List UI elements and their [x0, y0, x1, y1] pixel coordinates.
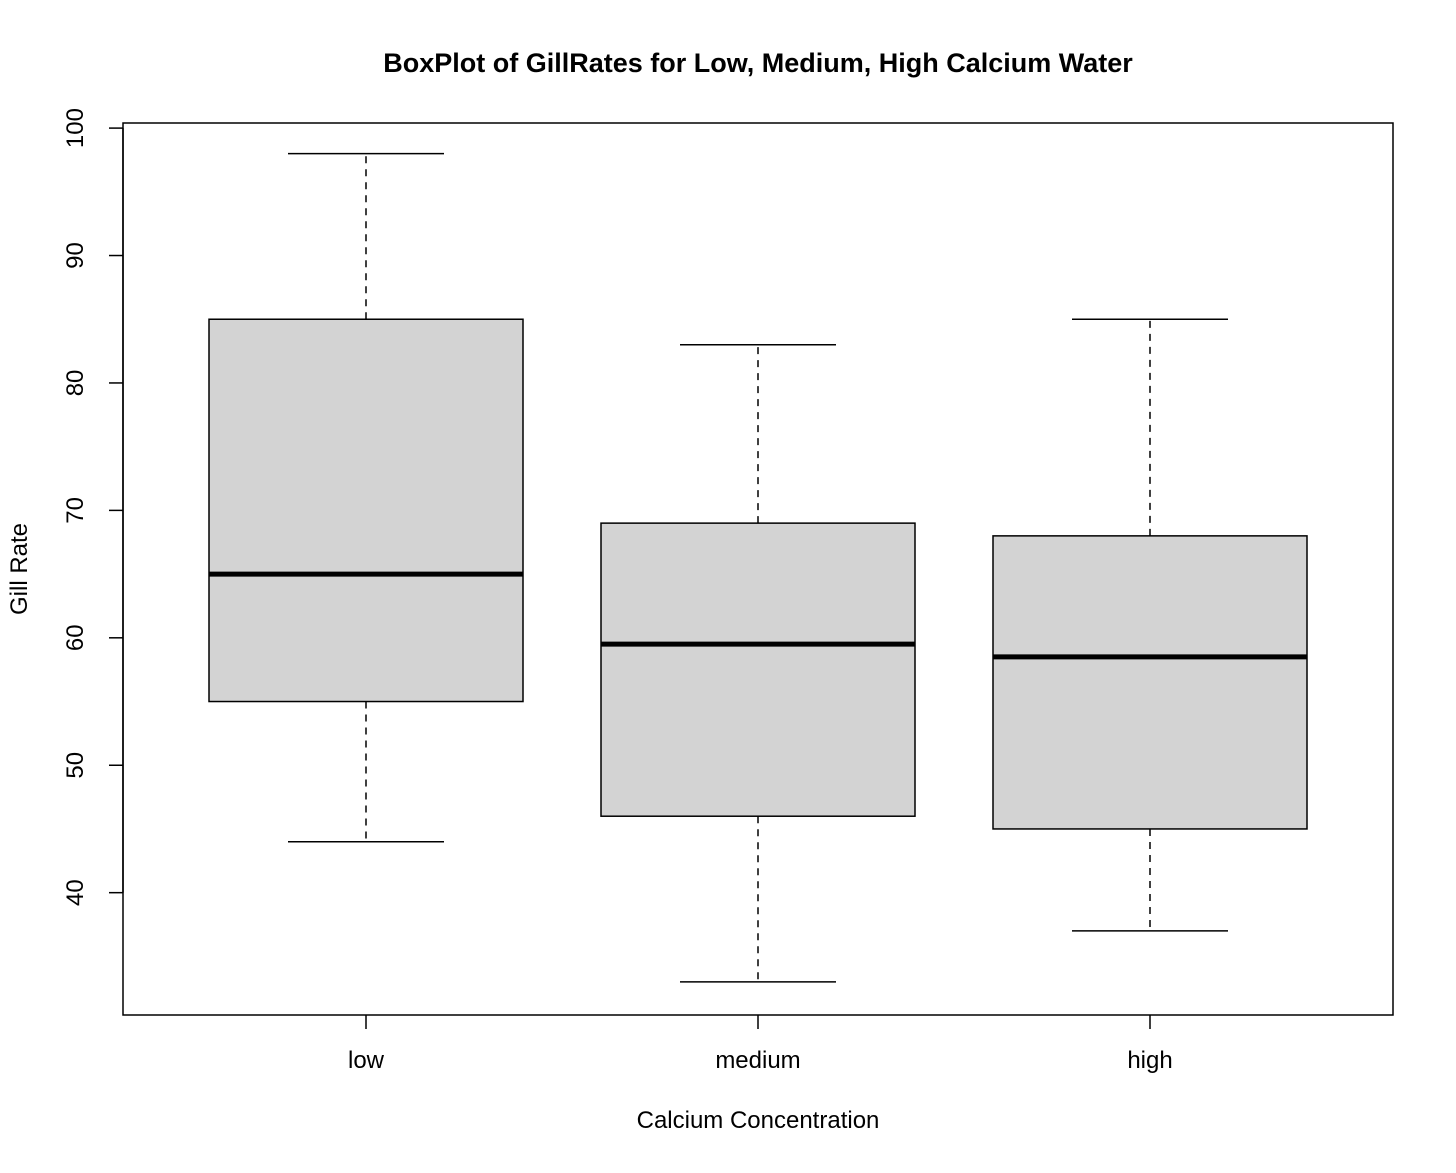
chart-title: BoxPlot of GillRates for Low, Medium, Hi…: [383, 48, 1133, 78]
y-tick-label: 70: [62, 497, 89, 524]
x-axis: low medium high: [348, 1015, 1173, 1074]
box-medium: [600, 343, 916, 983]
y-tick-label: 60: [62, 624, 89, 651]
y-tick-label: 40: [62, 879, 89, 906]
x-tick-label: low: [348, 1047, 385, 1074]
box-high: [992, 318, 1308, 932]
y-tick-label: 90: [62, 242, 89, 269]
y-axis-label: Gill Rate: [6, 523, 33, 615]
x-axis-label: Calcium Concentration: [637, 1107, 880, 1134]
y-tick-label: 100: [62, 108, 89, 148]
x-tick-label: high: [1127, 1047, 1172, 1074]
y-tick-label: 80: [62, 370, 89, 397]
y-tick-label: 50: [62, 752, 89, 779]
boxes-group: [208, 152, 1308, 983]
x-tick-label: medium: [715, 1047, 800, 1074]
iqr-box: [992, 535, 1308, 830]
iqr-box: [208, 318, 524, 703]
iqr-box: [600, 522, 916, 817]
box-low: [208, 152, 524, 843]
y-axis: 40 50 60 70 80 90 100: [62, 108, 124, 906]
